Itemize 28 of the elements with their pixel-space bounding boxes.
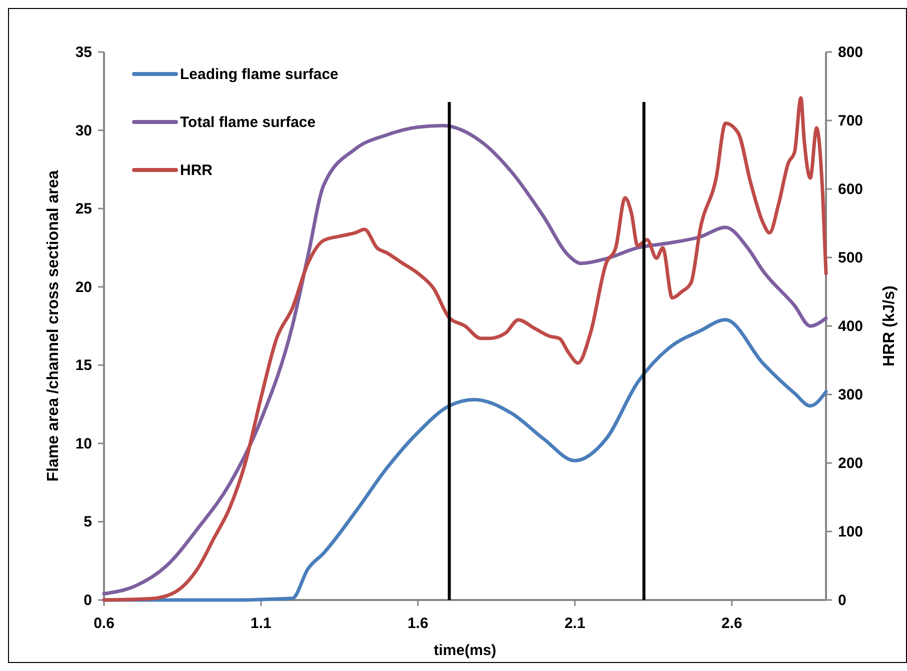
x-tick-label: 1.6 (407, 615, 428, 632)
y-tick-label: 5 (84, 514, 92, 531)
legend-label: HRR (180, 162, 213, 179)
y2-tick-label: 800 (838, 44, 864, 61)
y2-tick-label: 300 (838, 386, 864, 404)
y2-tick-label: 100 (838, 524, 864, 540)
x-tick-label: 0.6 (94, 615, 114, 632)
y2-tick-label: 600 (838, 181, 864, 198)
y2-tick-label: 700 (838, 112, 864, 130)
y-tick-label: 10 (75, 435, 92, 452)
x-tick-label: 2.1 (564, 615, 586, 632)
y-tick-label: 35 (75, 44, 92, 61)
y2-tick-label: 0 (838, 592, 846, 609)
legend-label: Total flame surface (180, 114, 316, 131)
x-tick-label: 1.1 (250, 615, 272, 632)
x-axis-title: time(ms) (434, 642, 496, 659)
y-tick-label: 20 (75, 278, 92, 296)
y-tick-label: 25 (75, 200, 92, 218)
y2-tick-label: 400 (838, 318, 864, 335)
y-tick-label: 30 (75, 122, 92, 140)
y2-tick-label: 500 (838, 250, 864, 266)
y2-axis-title: HRR (kJ/s) (881, 286, 898, 366)
y-tick-label: 15 (75, 357, 92, 374)
y-axis-title: Flame area /channel cross sectional area (45, 170, 62, 482)
legend-label: Leading flame surface (180, 66, 338, 83)
y-tick-label: 0 (84, 592, 92, 609)
x-tick-label: 2.6 (721, 615, 742, 632)
y2-tick-label: 200 (838, 455, 864, 472)
